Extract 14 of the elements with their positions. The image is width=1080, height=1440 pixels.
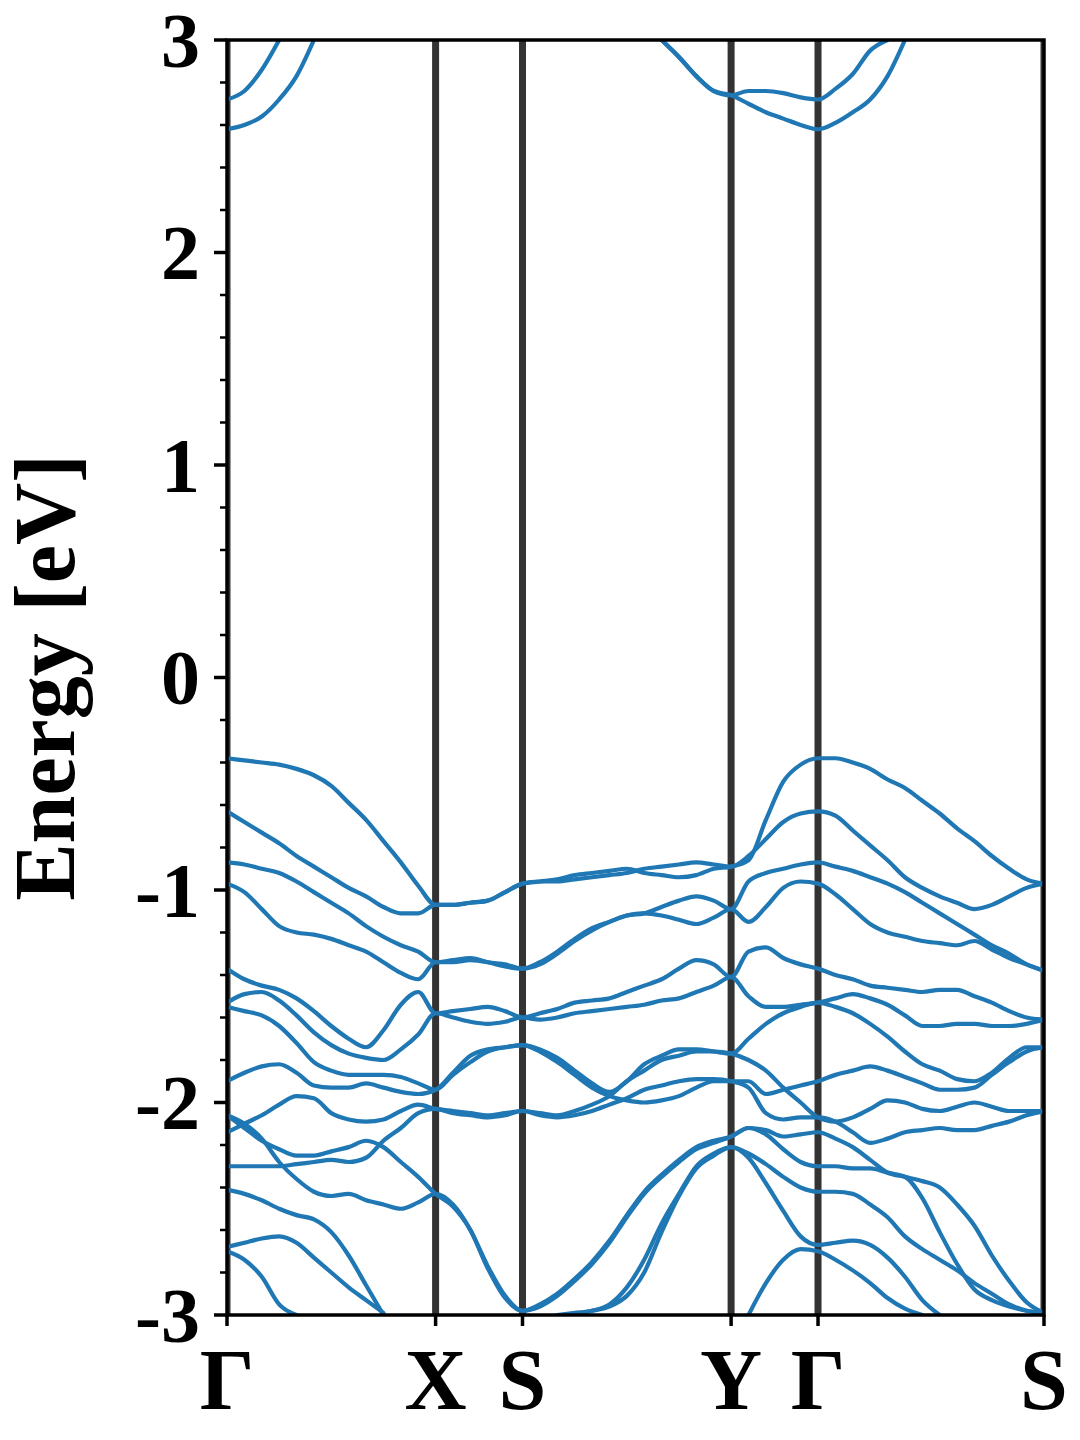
y-tick-label: -3	[135, 1271, 200, 1359]
y-tick-label: 0	[161, 634, 200, 721]
y-tick-label: 2	[161, 209, 200, 296]
y-tick-label: -2	[135, 1059, 200, 1146]
y-tick-label: -1	[135, 846, 200, 934]
y-tick-label: 3	[161, 0, 200, 84]
x-tick-label: S	[1020, 1332, 1068, 1428]
x-tick-label: Y	[700, 1332, 763, 1428]
x-tick-label: S	[498, 1332, 547, 1428]
x-tick-label: X	[404, 1332, 467, 1428]
x-tick-label: Γ	[790, 1332, 846, 1428]
x-tick-label: Γ	[199, 1332, 255, 1428]
y-tick-label: 1	[161, 421, 200, 509]
y-axis-title: Energy [eV]	[0, 454, 93, 901]
